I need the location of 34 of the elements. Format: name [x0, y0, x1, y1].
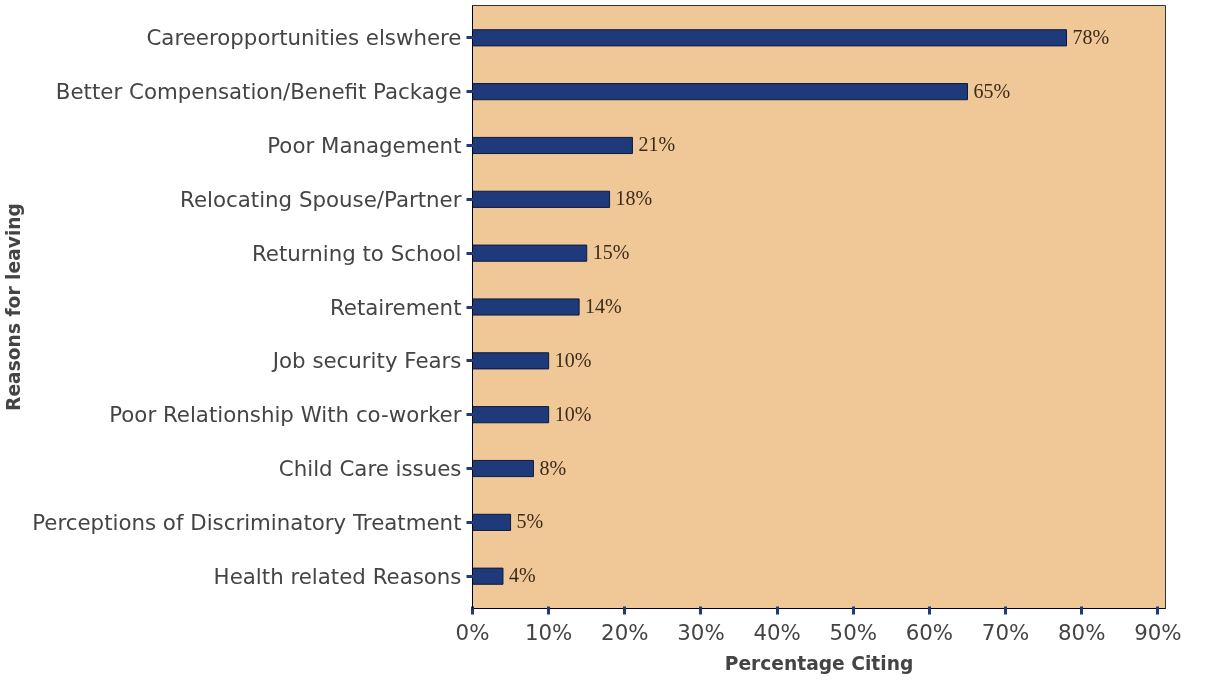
- data-label: 65%: [973, 79, 1011, 102]
- data-label: 78%: [1072, 25, 1110, 48]
- data-label: 4%: [508, 564, 536, 587]
- data-label: 8%: [539, 456, 567, 479]
- y-tick-label: Retairement: [329, 294, 462, 320]
- x-tick-label: 40%: [753, 619, 801, 645]
- x-tick-label: 60%: [905, 619, 954, 645]
- y-tick-label: Perceptions of Discriminatory Treatment: [32, 509, 462, 535]
- data-label: 15%: [592, 241, 630, 264]
- data-label: 10%: [554, 402, 592, 425]
- data-label: 18%: [615, 187, 653, 210]
- y-tick-label: Poor Relationship With co-worker: [109, 402, 462, 428]
- x-tick-label: 50%: [829, 619, 877, 645]
- data-label: 14%: [585, 295, 622, 317]
- y-tick-label: Child Care issues: [278, 456, 462, 482]
- x-tick-label: 0%: [455, 619, 490, 645]
- y-tick-label: Health related Reasons: [213, 563, 462, 589]
- data-label: 21%: [638, 133, 676, 156]
- y-tick-label: Returning to School: [251, 240, 462, 266]
- y-axis-title: Reasons for leaving: [3, 203, 25, 411]
- y-tick-label: Poor Management: [267, 132, 462, 158]
- y-tick-label: Careeropportunities elswhere: [146, 25, 462, 51]
- x-tick-label: 70%: [981, 619, 1030, 645]
- x-tick-label: 30%: [677, 619, 725, 645]
- x-tick-label: 80%: [1058, 619, 1106, 645]
- x-tick-label: 20%: [601, 619, 649, 645]
- x-tick-label: 90%: [1134, 619, 1182, 645]
- y-tick-label: Relocating Spouse/Partner: [180, 186, 462, 212]
- y-tick-label: Better Compensation/Benefit Package: [55, 79, 462, 105]
- x-axis-title: Percentage Citing: [724, 652, 914, 674]
- y-tick-label: Job security Fears: [270, 348, 462, 374]
- data-label: 10%: [554, 348, 592, 371]
- data-label: 5%: [516, 510, 544, 533]
- x-tick-label: 10%: [524, 619, 573, 645]
